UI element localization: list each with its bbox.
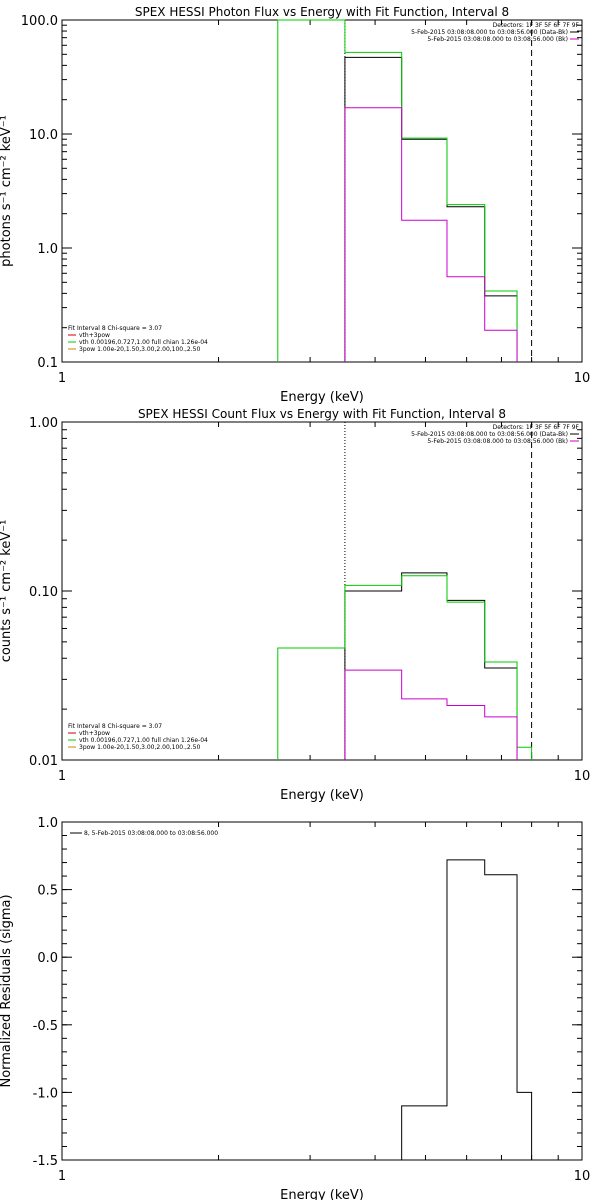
x-axis-label: Energy (keV) (280, 788, 364, 803)
chart-panel-2: SPEX HESSI Count Flux vs Energy with Fit… (0, 407, 590, 803)
legend-top-text: Detectors: 1F 3F 5F 6F 7F 9F (493, 424, 580, 431)
plot-frame (61, 821, 583, 1161)
series-line-3 (344, 669, 518, 760)
chart-panel-1: SPEX HESSI Photon Flux vs Energy with Fi… (0, 5, 590, 405)
fit-info-text: Fit Interval 8 Chi-square = 3.07 (68, 325, 162, 332)
y-tick-label: -0.5 (33, 1019, 58, 1034)
x-axis-label: Energy (keV) (280, 1188, 364, 1200)
chart-panel-3: 1 10 Energy (keV) -1.5 -1.0 -0.5 0.0 0.5 1.0 Norm… (0, 816, 590, 1200)
x-tick-label: 10 (574, 769, 591, 784)
y-tick-label: 1.0 (37, 816, 58, 831)
legend-top-text: 5-Feb-2015 03:08:08.000 to 03:08:56.000 … (427, 438, 568, 445)
y-tick-label: 0.1 (37, 356, 58, 371)
y-tick-label: 10.0 (29, 128, 58, 143)
legend-top-text: 5-Feb-2015 03:08:08.000 to 03:08:56.000 … (411, 431, 568, 438)
fit-legend-text: vth+3pow (79, 332, 110, 339)
legend-top-text: 5-Feb-2015 03:08:08.000 to 03:08:56.000 … (427, 36, 568, 43)
chart-title: SPEX HESSI Count Flux vs Energy with Fit… (138, 407, 506, 421)
y-tick-label: 0.01 (29, 754, 58, 769)
y-tick-label: 1.00 (29, 416, 58, 431)
x-tick-label: 1 (58, 769, 66, 784)
series-line-2 (277, 19, 518, 362)
fit-legend-text: vth 0.00196,0.727,1.00 full chian 1.26e-… (79, 339, 208, 346)
y-tick-label: 0.0 (37, 951, 58, 966)
fit-legend-text: 3pow 1.00e-20,1.50,3.00,2.00,100.,2.50 (79, 744, 200, 751)
series-line-1 (344, 572, 518, 760)
fit-info-text: Fit Interval 8 Chi-square = 3.07 (68, 723, 162, 730)
y-tick-label: 1.0 (37, 242, 58, 257)
x-tick-label: 1 (58, 371, 66, 386)
y-tick-label: 0.5 (37, 884, 58, 899)
plot-frame (61, 19, 583, 363)
x-tick-label: 10 (574, 1169, 591, 1184)
series-line-1 (344, 859, 533, 1161)
y-tick-label: 0.10 (29, 585, 58, 600)
y-axis-label: Normalized Residuals (sigma) (0, 894, 14, 1087)
series-line-3 (344, 107, 518, 362)
legend-top-text: Detectors: 1F 3F 5F 6F 7F 9F (493, 22, 580, 29)
legend-top-text: 5-Feb-2015 03:08:08.000 to 03:08:56.000 … (411, 29, 568, 36)
chart-title: SPEX HESSI Photon Flux vs Energy with Fi… (135, 5, 509, 19)
y-tick-label: -1.5 (33, 1154, 58, 1169)
y-axis-label: counts s⁻¹ cm⁻² keV⁻¹ (0, 520, 14, 663)
fit-legend-text: vth+3pow (79, 730, 110, 737)
series-line-1 (344, 56, 518, 362)
x-tick-label: 1 (58, 1169, 66, 1184)
plot-frame (61, 421, 583, 761)
x-tick-label: 10 (574, 371, 591, 386)
x-axis-label: Energy (keV) (280, 390, 364, 405)
y-tick-label: 100.0 (21, 14, 58, 29)
y-tick-label: -1.0 (33, 1086, 58, 1101)
fit-legend-text: 3pow 1.00e-20,1.50,3.00,2.00,100.,2.50 (79, 346, 200, 353)
fit-legend-text: vth 0.00196,0.727,1.00 full chian 1.26e-… (79, 737, 208, 744)
y-axis-label: photons s⁻¹ cm⁻² keV⁻¹ (0, 115, 14, 267)
residual-legend-text: 8, 5-Feb-2015 03:08:08.000 to 03:08:56.0… (84, 830, 218, 837)
